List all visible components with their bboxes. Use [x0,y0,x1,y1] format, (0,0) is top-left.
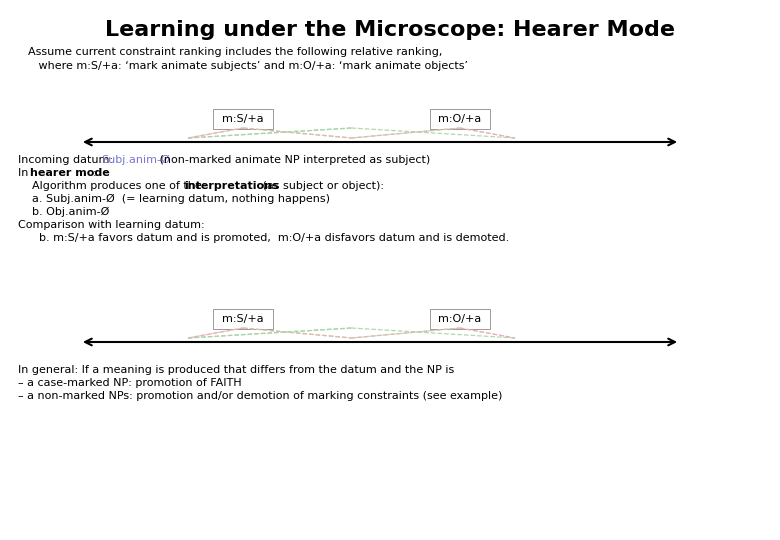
Text: interpretations: interpretations [184,181,278,191]
Text: b. Obj.anim-Ø: b. Obj.anim-Ø [18,207,109,217]
FancyBboxPatch shape [430,309,490,329]
Text: :: : [93,168,97,178]
Text: a. Subj.anim-Ø  (= learning datum, nothing happens): a. Subj.anim-Ø (= learning datum, nothin… [18,194,330,204]
Text: (as subject or object):: (as subject or object): [259,181,384,191]
Text: – a non-marked NPs: promotion and/or demotion of marking constraints (see exampl: – a non-marked NPs: promotion and/or dem… [18,391,502,401]
Text: – a case-marked NP: promotion of FAITH: – a case-marked NP: promotion of FAITH [18,378,242,388]
Text: Incoming datum:: Incoming datum: [18,155,116,165]
Text: Assume current constraint ranking includes the following relative ranking,: Assume current constraint ranking includ… [28,47,442,57]
Text: Comparison with learning datum:: Comparison with learning datum: [18,220,204,230]
Text: (non-marked animate NP interpreted as subject): (non-marked animate NP interpreted as su… [156,155,431,165]
Text: Algorithm produces one of the: Algorithm produces one of the [18,181,205,191]
Text: m:S/+a: m:S/+a [222,114,264,124]
Text: Learning under the Microscope: Hearer Mode: Learning under the Microscope: Hearer Mo… [105,20,675,40]
FancyBboxPatch shape [213,309,273,329]
FancyBboxPatch shape [430,109,490,129]
Text: In: In [18,168,32,178]
Text: m:O/+a: m:O/+a [438,314,481,324]
Text: hearer mode: hearer mode [30,168,110,178]
Text: where m:S/+a: ‘mark animate subjects’ and m:O/+a: ‘mark animate objects’: where m:S/+a: ‘mark animate subjects’ an… [28,61,468,71]
Text: m:O/+a: m:O/+a [438,114,481,124]
FancyBboxPatch shape [213,109,273,129]
Text: m:S/+a: m:S/+a [222,314,264,324]
Text: b. m:S/+a favors datum and is promoted,  m:O/+a disfavors datum and is demoted.: b. m:S/+a favors datum and is promoted, … [18,233,509,243]
Text: Subj.anim-Ø: Subj.anim-Ø [101,155,170,165]
Text: In general: If a meaning is produced that differs from the datum and the NP is: In general: If a meaning is produced tha… [18,365,454,375]
